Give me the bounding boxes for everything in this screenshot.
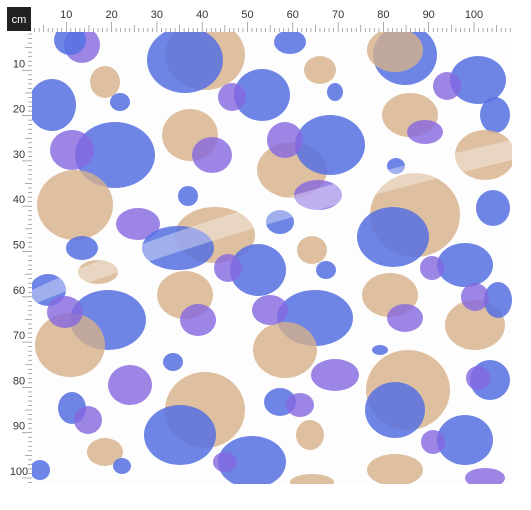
blob xyxy=(110,93,130,111)
blob xyxy=(218,83,246,111)
blob xyxy=(407,120,443,144)
blob xyxy=(32,460,50,480)
blob xyxy=(365,382,425,438)
blob xyxy=(32,79,76,131)
ruler-label: 90 xyxy=(423,9,435,21)
blob xyxy=(304,56,336,84)
blob xyxy=(75,122,155,188)
blob xyxy=(234,69,290,121)
blob xyxy=(421,430,445,454)
blob xyxy=(296,420,324,450)
ruler-label: 50 xyxy=(13,240,25,252)
ruler-label: 90 xyxy=(13,421,25,433)
ruler-label: 70 xyxy=(332,9,344,21)
blob xyxy=(387,304,423,332)
blob xyxy=(476,190,510,226)
blob xyxy=(274,32,306,54)
ruler-label: 100 xyxy=(465,9,483,21)
blob xyxy=(372,345,388,355)
ruler-label: 80 xyxy=(13,375,25,387)
blob xyxy=(465,468,505,484)
ruler-label: 40 xyxy=(196,9,208,21)
blob xyxy=(253,322,317,378)
ruler-label: 100 xyxy=(10,466,28,478)
ruler-ticks xyxy=(22,22,511,483)
blob xyxy=(267,122,303,158)
blob xyxy=(357,207,429,267)
blob xyxy=(466,366,490,390)
blob xyxy=(214,254,242,282)
ruler-label: 30 xyxy=(13,149,25,161)
blob xyxy=(142,226,214,270)
blob xyxy=(484,282,512,318)
ruler-label: 70 xyxy=(13,330,25,342)
top-ruler xyxy=(5,5,512,32)
ruler-label: 10 xyxy=(60,9,72,21)
blob xyxy=(218,436,286,484)
blob xyxy=(455,130,512,180)
blob xyxy=(163,353,183,371)
blob xyxy=(437,243,493,287)
blob xyxy=(54,32,86,55)
blob xyxy=(286,393,314,417)
blob xyxy=(116,208,160,240)
unit-box xyxy=(7,7,31,31)
ruler-label: 40 xyxy=(13,194,25,206)
blob xyxy=(47,296,83,328)
blob xyxy=(78,260,118,284)
left-ruler xyxy=(5,5,32,483)
blob xyxy=(252,295,288,325)
blob xyxy=(387,158,405,174)
blob xyxy=(66,236,98,260)
blob xyxy=(192,137,232,173)
blob xyxy=(461,283,489,311)
blob xyxy=(266,210,294,234)
blob xyxy=(147,32,223,93)
blob xyxy=(450,56,506,104)
blob xyxy=(180,304,216,336)
ruler-label: 20 xyxy=(105,9,117,21)
blob xyxy=(74,406,102,434)
blob xyxy=(420,256,444,280)
blob xyxy=(144,405,216,465)
ruler-label: 80 xyxy=(377,9,389,21)
blob xyxy=(90,66,120,98)
blob xyxy=(113,458,131,474)
ruler-label: 60 xyxy=(13,285,25,297)
blob xyxy=(87,438,123,466)
blob xyxy=(480,97,510,133)
blob xyxy=(108,365,152,405)
blob xyxy=(35,313,105,377)
blob xyxy=(295,115,365,175)
blob xyxy=(37,170,113,240)
blob xyxy=(230,244,286,296)
ruler-label: 20 xyxy=(13,104,25,116)
blob xyxy=(437,415,493,465)
fold-highlight xyxy=(32,140,512,305)
fabric xyxy=(32,32,512,484)
blob xyxy=(367,454,423,484)
blob xyxy=(213,452,237,472)
blob xyxy=(367,32,423,72)
blob xyxy=(178,186,198,206)
blob xyxy=(327,83,343,101)
ruler-label: 30 xyxy=(151,9,163,21)
ruler-label: 60 xyxy=(287,9,299,21)
blob xyxy=(311,359,359,391)
blob xyxy=(433,72,461,100)
ruler-label: 50 xyxy=(241,9,253,21)
blob xyxy=(297,236,327,264)
blob xyxy=(50,130,94,170)
blob xyxy=(316,261,336,279)
ruler-label: 10 xyxy=(13,58,25,70)
blob xyxy=(294,180,342,210)
blob xyxy=(290,474,334,484)
unit-label: cm xyxy=(12,14,27,26)
